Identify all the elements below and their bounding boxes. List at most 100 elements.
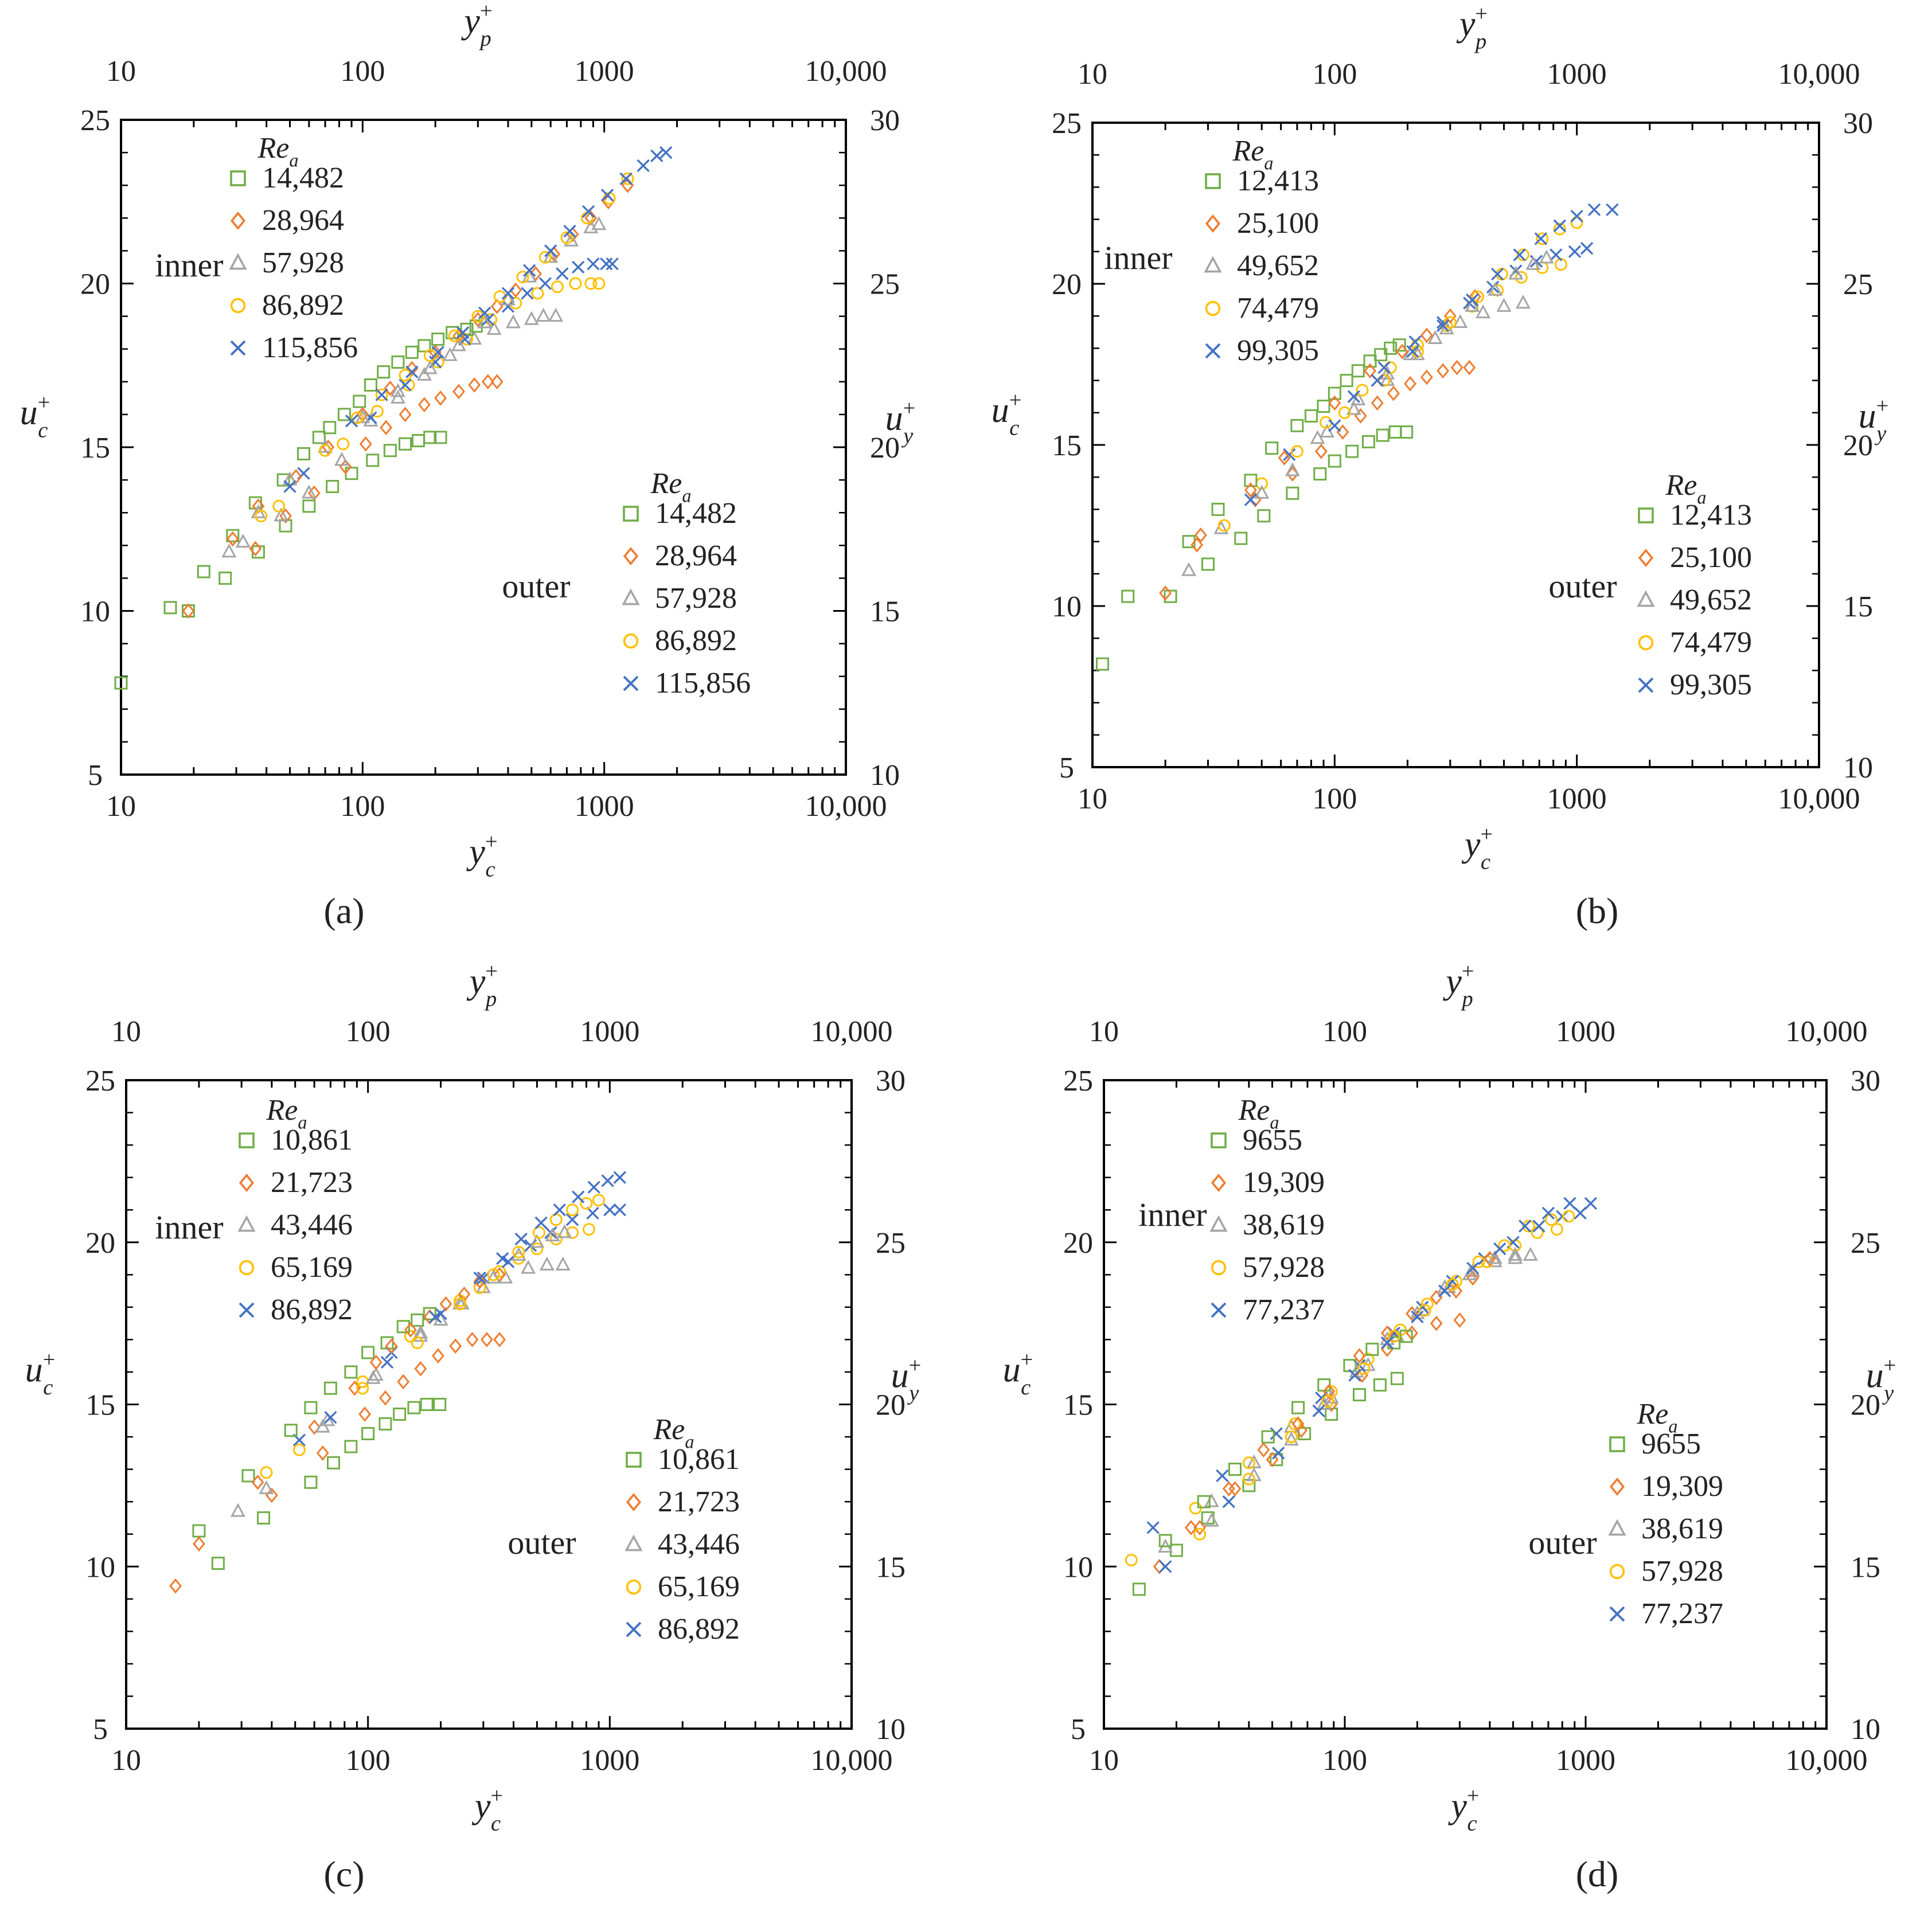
data-point — [505, 314, 521, 329]
data-point-b — [1491, 267, 1504, 281]
data-point-b — [534, 1216, 548, 1229]
legend-label: 10,861 — [271, 1124, 353, 1156]
y-right-axis-title: u+ y — [1859, 394, 1889, 445]
data-point — [1322, 1384, 1336, 1400]
data-point — [560, 231, 573, 244]
series-inner — [211, 1398, 447, 1570]
legend-title-base: Re — [1665, 469, 1697, 502]
data-point — [486, 1269, 501, 1284]
data-point — [1450, 1275, 1463, 1288]
data-point-b — [501, 1255, 515, 1268]
data-point — [1270, 1427, 1283, 1440]
data-point — [1450, 1283, 1463, 1299]
legend-title-sub: a — [1270, 1112, 1279, 1133]
data-point — [405, 361, 419, 377]
x-bottom-axis-title: y+ c — [1461, 822, 1493, 874]
x-tick-label: 100 — [1322, 1744, 1367, 1777]
data-point — [417, 339, 431, 353]
y-right-axis-title-sub: y — [901, 424, 914, 448]
legend-marker — [1211, 1260, 1227, 1276]
x-tick-label: 10,000 — [811, 1744, 893, 1777]
data-point — [337, 437, 350, 451]
data-point-b — [1216, 1469, 1229, 1483]
data-point — [1420, 327, 1433, 343]
data-point — [413, 1324, 428, 1339]
data-point — [1290, 445, 1303, 458]
data-point — [1191, 537, 1204, 553]
data-point — [304, 1401, 318, 1414]
legend-title: Rea — [1232, 135, 1274, 174]
data-point — [1487, 1250, 1502, 1264]
y-left-tick-label: 5 — [93, 1713, 108, 1746]
legend-label: 49,652 — [1237, 249, 1319, 282]
y-right-tick-label: 10 — [870, 759, 900, 792]
data-point — [569, 277, 582, 290]
data-point — [637, 159, 650, 173]
legend-title-sub: a — [1697, 487, 1706, 508]
data-point — [1508, 265, 1524, 280]
outer-group-label: outer — [1528, 1524, 1597, 1561]
data-point — [496, 1252, 509, 1265]
series-outer — [1193, 1210, 1575, 1541]
data-point-b — [637, 159, 650, 173]
data-point — [1396, 343, 1408, 359]
data-point — [361, 1346, 375, 1359]
data-point — [1534, 232, 1548, 245]
legend-marker — [239, 1260, 255, 1276]
legend-marker — [1609, 1606, 1625, 1622]
data-point — [584, 277, 598, 290]
legend-marker — [1211, 1132, 1227, 1148]
data-point — [1387, 1330, 1400, 1343]
y-right-tick-label: 30 — [1843, 107, 1873, 140]
legend-marker — [623, 506, 639, 522]
series-inner — [1153, 1312, 1466, 1574]
data-point — [536, 307, 551, 322]
data-point — [1345, 444, 1359, 458]
data-point — [385, 1338, 398, 1354]
data-point — [276, 473, 290, 487]
y-right-tick-label: 30 — [876, 1065, 905, 1097]
series-inner — [169, 1332, 506, 1594]
legend-marker — [230, 340, 246, 356]
y-left-axis-title: u+ c — [20, 390, 50, 442]
data-point — [368, 1366, 384, 1381]
data-point — [397, 1374, 410, 1390]
data-point — [327, 1456, 341, 1470]
data-point-b — [1532, 1220, 1545, 1233]
data-point — [365, 1370, 381, 1384]
data-point-b — [1312, 1404, 1325, 1417]
y-right-axis-title-base: u — [1859, 397, 1876, 436]
y-right-axis-title-sub: y — [1882, 1381, 1894, 1405]
y-right-axis-title-sub: y — [907, 1381, 919, 1405]
data-point — [417, 397, 431, 413]
data-point-b — [375, 388, 388, 401]
data-point — [323, 1381, 337, 1395]
legend-title: Rea — [257, 132, 299, 171]
data-point — [1266, 1452, 1279, 1468]
data-point — [1406, 345, 1419, 358]
data-point — [1211, 502, 1225, 516]
data-point — [1346, 401, 1361, 415]
data-point — [1519, 1220, 1532, 1233]
data-point — [566, 1203, 579, 1217]
data-point — [420, 1398, 434, 1411]
data-point-b — [601, 1174, 614, 1187]
x-tick-label: 10 — [1089, 1744, 1119, 1777]
data-point — [369, 1354, 383, 1370]
data-point — [1257, 509, 1271, 523]
data-point — [1443, 308, 1457, 324]
data-point — [1328, 419, 1341, 432]
y-left-tick-label: 15 — [1052, 429, 1082, 462]
legend-marker — [623, 633, 639, 649]
data-point — [411, 434, 425, 448]
legend-label: 28,964 — [655, 540, 737, 572]
y-right-tick-label: 10 — [1851, 1713, 1880, 1746]
data-point — [366, 454, 380, 467]
data-point-b — [1272, 1447, 1285, 1460]
data-point — [379, 1390, 392, 1406]
data-point — [1336, 424, 1349, 440]
data-point — [581, 205, 595, 218]
data-point — [1420, 1297, 1434, 1311]
legend-marker — [239, 1173, 255, 1193]
data-point-b — [1568, 245, 1582, 258]
